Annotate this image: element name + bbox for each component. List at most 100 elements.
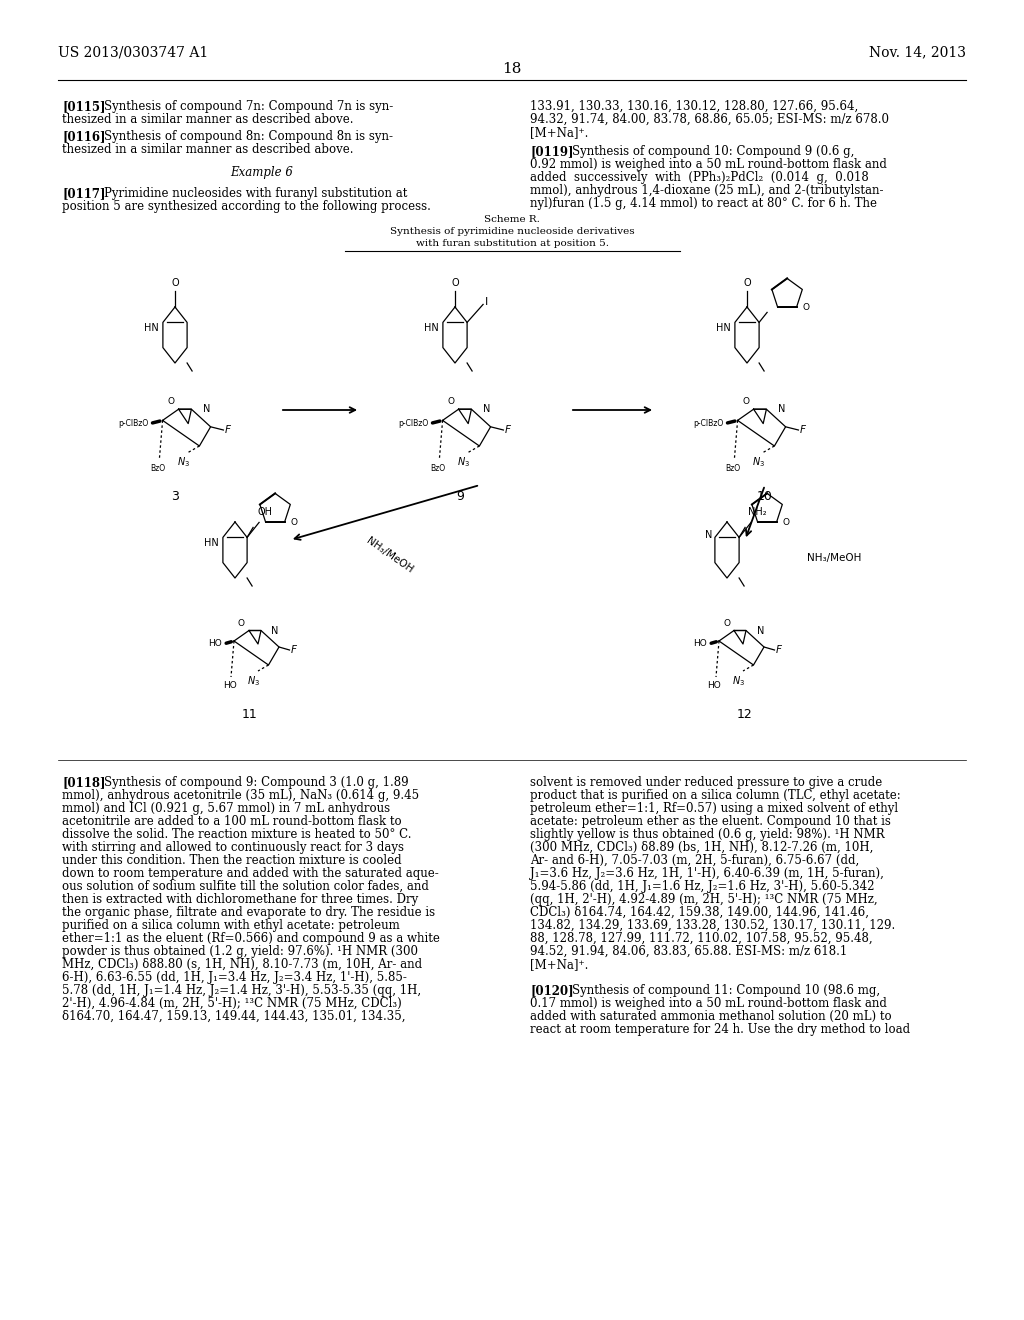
Text: react at room temperature for 24 h. Use the dry method to load: react at room temperature for 24 h. Use …	[530, 1023, 910, 1036]
Text: Synthesis of compound 11: Compound 10 (98.6 mg,: Synthesis of compound 11: Compound 10 (9…	[572, 983, 880, 997]
Text: HO: HO	[693, 639, 707, 648]
Text: [0115]: [0115]	[62, 100, 105, 114]
Text: 6-H), 6.63-6.55 (dd, 1H, J₁=3.4 Hz, J₂=3.4 Hz, 1'-H), 5.85-: 6-H), 6.63-6.55 (dd, 1H, J₁=3.4 Hz, J₂=3…	[62, 972, 407, 983]
Text: the organic phase, filtrate and evaporate to dry. The residue is: the organic phase, filtrate and evaporat…	[62, 906, 435, 919]
Text: 5.94-5.86 (dd, 1H, J₁=1.6 Hz, J₂=1.6 Hz, 3'-H), 5.60-5.342: 5.94-5.86 (dd, 1H, J₁=1.6 Hz, J₂=1.6 Hz,…	[530, 880, 874, 894]
Text: F: F	[800, 425, 806, 436]
Text: O: O	[743, 279, 751, 288]
Text: p-ClBzO: p-ClBzO	[398, 420, 428, 428]
Text: product that is purified on a silica column (TLC, ethyl acetate:: product that is purified on a silica col…	[530, 789, 901, 803]
Text: HN: HN	[424, 323, 438, 333]
Text: 18: 18	[503, 62, 521, 77]
Text: then is extracted with dichloromethane for three times. Dry: then is extracted with dichloromethane f…	[62, 894, 418, 906]
Text: Synthesis of pyrimidine nucleoside derivatives: Synthesis of pyrimidine nucleoside deriv…	[390, 227, 634, 236]
Text: O: O	[167, 397, 174, 407]
Text: solvent is removed under reduced pressure to give a crude: solvent is removed under reduced pressur…	[530, 776, 883, 789]
Text: NH₃/MeOH: NH₃/MeOH	[807, 553, 861, 564]
Text: purified on a silica column with ethyl acetate: petroleum: purified on a silica column with ethyl a…	[62, 919, 399, 932]
Text: Scheme R.: Scheme R.	[484, 215, 540, 224]
Text: [M+Na]⁺.: [M+Na]⁺.	[530, 125, 589, 139]
Text: US 2013/0303747 A1: US 2013/0303747 A1	[58, 45, 208, 59]
Text: down to room temperature and added with the saturated aque-: down to room temperature and added with …	[62, 867, 438, 880]
Text: 134.82, 134.29, 133.69, 133.28, 130.52, 130.17, 130.11, 129.: 134.82, 134.29, 133.69, 133.28, 130.52, …	[530, 919, 895, 932]
Text: Example 6: Example 6	[230, 166, 294, 180]
Text: I: I	[485, 297, 488, 308]
Text: with furan substitution at position 5.: with furan substitution at position 5.	[416, 239, 608, 248]
Text: F: F	[776, 645, 782, 655]
Text: $N_3$: $N_3$	[752, 455, 765, 470]
Text: 88, 128.78, 127.99, 111.72, 110.02, 107.58, 95.52, 95.48,: 88, 128.78, 127.99, 111.72, 110.02, 107.…	[530, 932, 872, 945]
Text: HN: HN	[143, 323, 159, 333]
Text: HN: HN	[204, 539, 218, 548]
Text: F: F	[291, 645, 297, 655]
Text: BzO: BzO	[151, 463, 165, 473]
Text: δ164.70, 164.47, 159.13, 149.44, 144.43, 135.01, 134.35,: δ164.70, 164.47, 159.13, 149.44, 144.43,…	[62, 1010, 406, 1023]
Text: $N_3$: $N_3$	[457, 455, 470, 470]
Text: dissolve the solid. The reaction mixture is heated to 50° C.: dissolve the solid. The reaction mixture…	[62, 828, 412, 841]
Text: 5.78 (dd, 1H, J₁=1.4 Hz, J₂=1.4 Hz, 3'-H), 5.53-5.35 (qq, 1H,: 5.78 (dd, 1H, J₁=1.4 Hz, J₂=1.4 Hz, 3'-H…	[62, 983, 421, 997]
Text: Synthesis of compound 7n: Compound 7n is syn-: Synthesis of compound 7n: Compound 7n is…	[104, 100, 393, 114]
Text: J₁=3.6 Hz, J₂=3.6 Hz, 1H, 1'-H), 6.40-6.39 (m, 1H, 5-furan),: J₁=3.6 Hz, J₂=3.6 Hz, 1H, 1'-H), 6.40-6.…	[530, 867, 884, 880]
Text: BzO: BzO	[430, 463, 445, 473]
Text: O: O	[171, 279, 179, 288]
Text: 10: 10	[757, 490, 773, 503]
Text: Ar- and 6-H), 7.05-7.03 (m, 2H, 5-furan), 6.75-6.67 (dd,: Ar- and 6-H), 7.05-7.03 (m, 2H, 5-furan)…	[530, 854, 859, 867]
Text: added with saturated ammonia methanol solution (20 mL) to: added with saturated ammonia methanol so…	[530, 1010, 892, 1023]
Text: MHz, CDCl₃) δ88.80 (s, 1H, NH), 8.10-7.73 (m, 10H, Ar- and: MHz, CDCl₃) δ88.80 (s, 1H, NH), 8.10-7.7…	[62, 958, 422, 972]
Text: nyl)furan (1.5 g, 4.14 mmol) to react at 80° C. for 6 h. The: nyl)furan (1.5 g, 4.14 mmol) to react at…	[530, 197, 877, 210]
Text: NH₃/MeOH: NH₃/MeOH	[365, 536, 415, 574]
Text: Pyrimidine nucleosides with furanyl substitution at: Pyrimidine nucleosides with furanyl subs…	[104, 187, 408, 201]
Text: acetonitrile are added to a 100 mL round-bottom flask to: acetonitrile are added to a 100 mL round…	[62, 814, 401, 828]
Text: Synthesis of compound 8n: Compound 8n is syn-: Synthesis of compound 8n: Compound 8n is…	[104, 129, 393, 143]
Text: thesized in a similar manner as described above.: thesized in a similar manner as describe…	[62, 114, 353, 125]
Text: p-ClBzO: p-ClBzO	[693, 420, 723, 428]
Text: 94.32, 91.74, 84.00, 83.78, 68.86, 65.05; ESI-MS: m/z 678.0: 94.32, 91.74, 84.00, 83.78, 68.86, 65.05…	[530, 114, 889, 125]
Text: O: O	[291, 517, 298, 527]
Text: petroleum ether=1:1, Rf=0.57) using a mixed solvent of ethyl: petroleum ether=1:1, Rf=0.57) using a mi…	[530, 803, 898, 814]
Text: 133.91, 130.33, 130.16, 130.12, 128.80, 127.66, 95.64,: 133.91, 130.33, 130.16, 130.12, 128.80, …	[530, 100, 858, 114]
Text: O: O	[452, 279, 459, 288]
Text: N: N	[203, 404, 210, 414]
Text: [0120]: [0120]	[530, 983, 573, 997]
Text: (qq, 1H, 2'-H), 4.92-4.89 (m, 2H, 5'-H); ¹³C NMR (75 MHz,: (qq, 1H, 2'-H), 4.92-4.89 (m, 2H, 5'-H);…	[530, 894, 878, 906]
Text: [0118]: [0118]	[62, 776, 105, 789]
Text: position 5 are synthesized according to the following process.: position 5 are synthesized according to …	[62, 201, 431, 213]
Text: slightly yellow is thus obtained (0.6 g, yield: 98%). ¹H NMR: slightly yellow is thus obtained (0.6 g,…	[530, 828, 885, 841]
Text: HN: HN	[716, 323, 730, 333]
Text: Synthesis of compound 10: Compound 9 (0.6 g,: Synthesis of compound 10: Compound 9 (0.…	[572, 145, 854, 158]
Text: 2'-H), 4.96-4.84 (m, 2H, 5'-H); ¹³C NMR (75 MHz, CDCl₃): 2'-H), 4.96-4.84 (m, 2H, 5'-H); ¹³C NMR …	[62, 997, 401, 1010]
Text: [M+Na]⁺.: [M+Na]⁺.	[530, 958, 589, 972]
Text: 0.92 mmol) is weighed into a 50 mL round-bottom flask and: 0.92 mmol) is weighed into a 50 mL round…	[530, 158, 887, 172]
Text: O: O	[742, 397, 750, 407]
Text: [0119]: [0119]	[530, 145, 573, 158]
Text: F: F	[505, 425, 511, 436]
Text: N: N	[757, 626, 764, 635]
Text: mmol) and ICl (0.921 g, 5.67 mmol) in 7 mL anhydrous: mmol) and ICl (0.921 g, 5.67 mmol) in 7 …	[62, 803, 390, 814]
Text: CDCl₃) δ164.74, 164.42, 159.38, 149.00, 144.96, 141.46,: CDCl₃) δ164.74, 164.42, 159.38, 149.00, …	[530, 906, 869, 919]
Text: N: N	[482, 404, 489, 414]
Text: HO: HO	[708, 681, 721, 690]
Text: O: O	[782, 517, 790, 527]
Text: p-ClBzO: p-ClBzO	[118, 420, 148, 428]
Text: thesized in a similar manner as described above.: thesized in a similar manner as describe…	[62, 143, 353, 156]
Text: ether=1:1 as the eluent (Rf=0.566) and compound 9 as a white: ether=1:1 as the eluent (Rf=0.566) and c…	[62, 932, 440, 945]
Text: added  successively  with  (PPh₃)₂PdCl₂  (0.014  g,  0.018: added successively with (PPh₃)₂PdCl₂ (0.…	[530, 172, 868, 183]
Text: [0117]: [0117]	[62, 187, 105, 201]
Text: $N_3$: $N_3$	[247, 675, 260, 688]
Text: O: O	[238, 619, 245, 627]
Text: 9: 9	[456, 490, 464, 503]
Text: NH₂: NH₂	[749, 507, 767, 517]
Text: under this condition. Then the reaction mixture is cooled: under this condition. Then the reaction …	[62, 854, 401, 867]
Text: 12: 12	[737, 708, 753, 721]
Text: F: F	[225, 425, 231, 436]
Text: O: O	[803, 302, 810, 312]
Text: BzO: BzO	[725, 463, 740, 473]
Text: $N_3$: $N_3$	[732, 675, 745, 688]
Text: O: O	[447, 397, 454, 407]
Text: (300 MHz, CDCl₃) δ8.89 (bs, 1H, NH), 8.12-7.26 (m, 10H,: (300 MHz, CDCl₃) δ8.89 (bs, 1H, NH), 8.1…	[530, 841, 873, 854]
Text: 3: 3	[171, 490, 179, 503]
Text: HO: HO	[222, 681, 237, 690]
Text: N: N	[706, 529, 713, 540]
Text: [0116]: [0116]	[62, 129, 105, 143]
Text: with stirring and allowed to continuously react for 3 days: with stirring and allowed to continuousl…	[62, 841, 404, 854]
